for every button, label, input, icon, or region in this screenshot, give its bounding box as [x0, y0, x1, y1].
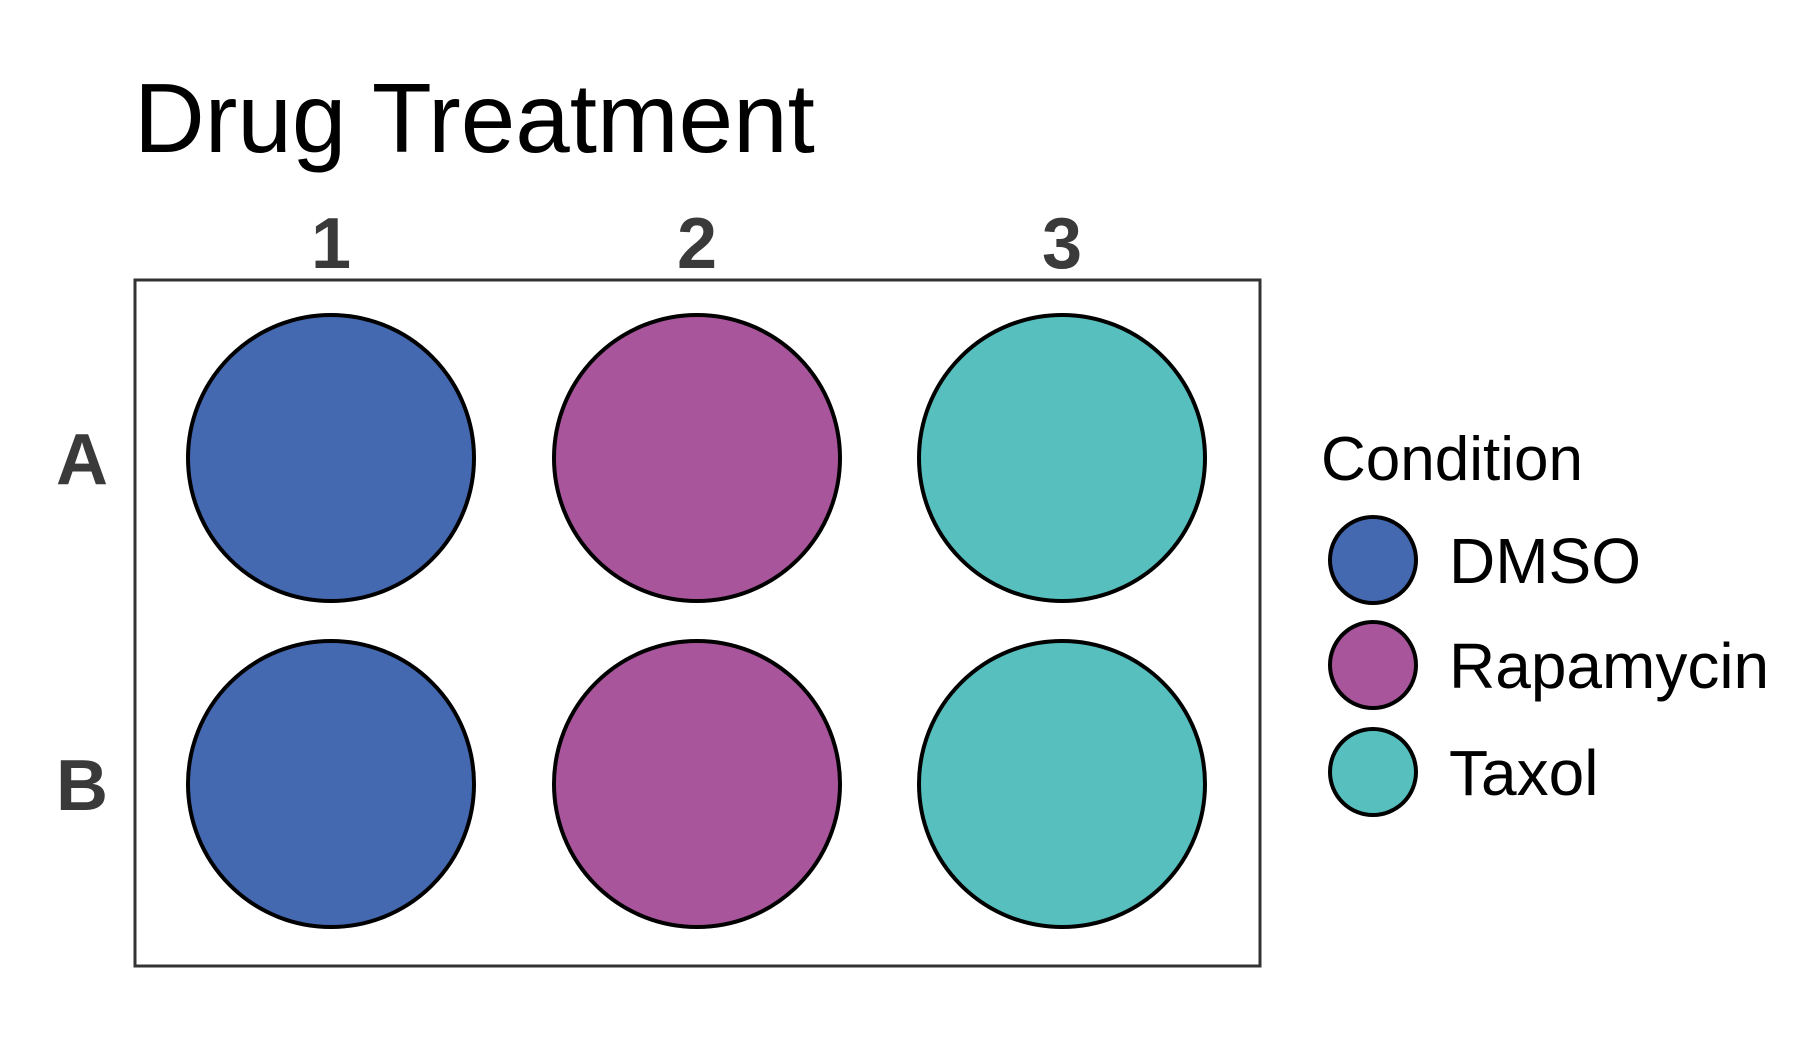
chart-title: Drug Treatment [134, 63, 815, 173]
legend-label: Taxol [1449, 737, 1598, 809]
row-label: A [56, 420, 108, 500]
column-label: 1 [311, 204, 351, 284]
row-label: B [56, 746, 108, 826]
legend-label: Rapamycin [1449, 630, 1769, 702]
well-A1 [186, 313, 476, 603]
legend-title: Condition [1321, 425, 1583, 494]
column-label: 3 [1042, 204, 1082, 284]
legend-swatch [1328, 515, 1418, 605]
legend-swatch [1328, 727, 1418, 817]
well-A3 [917, 313, 1207, 603]
well-A2 [552, 313, 842, 603]
legend-label: DMSO [1449, 525, 1641, 597]
well-B1 [186, 639, 476, 929]
legend-swatch [1328, 620, 1418, 710]
well-B3 [917, 639, 1207, 929]
column-label: 2 [677, 204, 717, 284]
well-B2 [552, 639, 842, 929]
